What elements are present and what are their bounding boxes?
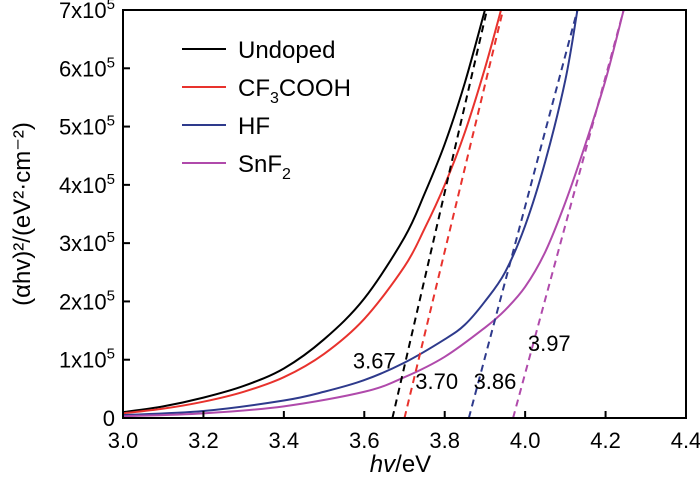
plot-frame bbox=[122, 9, 687, 419]
tangent-line-undoped bbox=[391, 10, 488, 418]
tangent-line-cf3cooh bbox=[403, 10, 504, 418]
annotation-snf2: 3.97 bbox=[528, 331, 571, 356]
series-line-undoped bbox=[123, 10, 486, 414]
series-line-hf bbox=[123, 10, 579, 417]
legend: Undoped CF3COOH HF SnF2 bbox=[182, 37, 351, 183]
x-tick-label: 3.6 bbox=[349, 428, 380, 453]
legend-label-snf2: SnF2 bbox=[238, 151, 291, 183]
annotation-cf3cooh: 3.70 bbox=[415, 369, 458, 394]
x-tick-label: 3.4 bbox=[269, 428, 300, 453]
annotations: 3.67 3.70 3.86 3.97 bbox=[353, 331, 571, 394]
series-line-cf3cooh bbox=[123, 10, 502, 415]
x-axis-label: hv/eV bbox=[370, 451, 431, 478]
y-tick-label: 7x105 bbox=[59, 0, 115, 23]
tangent-line-snf2 bbox=[512, 10, 625, 418]
legend-label-hf: HF bbox=[238, 113, 270, 140]
x-tick-label: 3.2 bbox=[188, 428, 219, 453]
axis-ticks: 3.0 3.2 3.4 3.6 3.8 4.0 4.2 4.4 0 1x105 2x105 3x105… bbox=[59, 0, 700, 453]
y-tick-label: 2x105 bbox=[59, 287, 115, 314]
x-tick-label: 4.2 bbox=[590, 428, 621, 453]
legend-label-undoped: Undoped bbox=[238, 37, 335, 64]
x-tick-label: 3.0 bbox=[108, 428, 139, 453]
y-tick-label: 3x105 bbox=[59, 229, 115, 256]
annotation-hf: 3.86 bbox=[474, 369, 517, 394]
x-tick-label: 4.4 bbox=[671, 428, 700, 453]
y-tick-label: 6x105 bbox=[59, 54, 115, 81]
y-tick-label: 0 bbox=[103, 406, 115, 431]
y-tick-label: 5x105 bbox=[59, 113, 115, 140]
y-axis-label: (αhv)²/(eV²·cm⁻²) bbox=[9, 122, 36, 306]
y-tick-label: 4x105 bbox=[59, 171, 115, 198]
y-tick-label: 1x105 bbox=[59, 346, 115, 373]
legend-label-cf3cooh: CF3COOH bbox=[238, 75, 351, 107]
x-tick-label: 3.8 bbox=[429, 428, 460, 453]
tangent-line-hf bbox=[467, 10, 579, 418]
annotation-undoped: 3.67 bbox=[353, 348, 396, 373]
x-tick-label: 4.0 bbox=[510, 428, 541, 453]
